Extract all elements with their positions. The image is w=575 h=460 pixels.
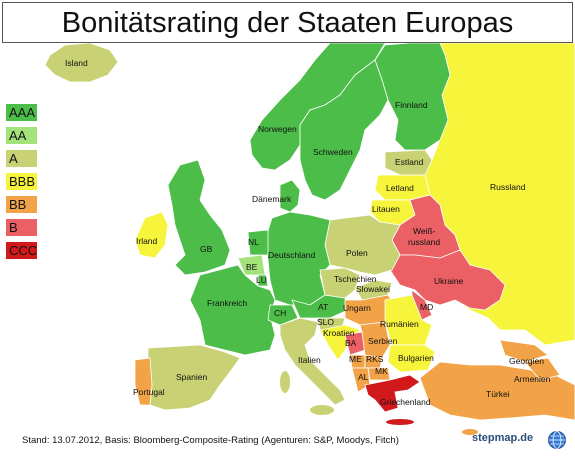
label-slo: SLO <box>317 317 334 327</box>
label-nl: NL <box>248 237 259 247</box>
label-finnland: Finnland <box>395 100 428 110</box>
country-lu <box>257 274 269 287</box>
label-ba: BA <box>345 338 357 348</box>
label-georgien: Georgien <box>509 356 544 366</box>
country-irland <box>134 211 169 259</box>
legend-item-aaa: AAA <box>6 104 37 121</box>
label-italien: Italien <box>298 355 321 365</box>
country-bulgarien <box>387 344 436 373</box>
legend-item-bb: BB <box>6 196 37 213</box>
label-rumaenien: Rumänien <box>380 319 419 329</box>
label-daenemark: Dänemark <box>252 194 292 204</box>
country-tschechien <box>319 267 361 299</box>
country-italien <box>279 317 346 406</box>
page-title: Bonitätsrating der Staaten Europas <box>61 7 514 39</box>
label-estland: Estland <box>395 157 424 167</box>
label-tschechien: Tschechien <box>334 274 377 284</box>
label-gb: GB <box>200 244 213 254</box>
label-ukraine: Ukraine <box>434 276 464 286</box>
label-weissrussland-2: russland <box>408 237 440 247</box>
label-island: Island <box>65 58 88 68</box>
country-tuerkei <box>419 361 575 421</box>
label-russland: Russland <box>490 182 526 192</box>
country-gb <box>167 159 231 276</box>
island-sizilien <box>310 405 334 415</box>
label-norwegen: Norwegen <box>258 124 297 134</box>
label-spanien: Spanien <box>176 372 207 382</box>
legend-item-b: B <box>6 219 37 236</box>
country-armenien <box>524 357 561 381</box>
label-polen: Polen <box>346 248 368 258</box>
legend-item-a: A <box>6 150 37 167</box>
legend-item-bbb: BBB <box>6 173 37 190</box>
label-frankreich: Frankreich <box>207 298 247 308</box>
globe-icon <box>548 431 566 449</box>
label-slowakei: Slowakei <box>356 284 390 294</box>
island-zypern <box>462 429 478 435</box>
label-lu: LU <box>256 275 267 285</box>
country-schweden <box>299 59 389 201</box>
country-nl <box>247 229 269 256</box>
label-me: ME <box>349 354 362 364</box>
label-al: AL <box>358 372 369 382</box>
country-georgien <box>499 339 549 363</box>
label-deutschland: Deutschland <box>268 250 316 260</box>
label-tuerkei: Türkei <box>486 389 510 399</box>
country-daenemark <box>279 179 301 213</box>
country-ukraine <box>389 249 506 311</box>
label-ch: CH <box>274 308 286 318</box>
label-be: BE <box>246 262 258 272</box>
brand-logo-text[interactable]: stepmap.de <box>472 432 534 444</box>
country-island <box>44 42 119 83</box>
country-rumaenien <box>384 294 433 346</box>
country-frankreich <box>189 264 276 356</box>
label-kroatien: Kroatien <box>323 328 355 338</box>
legend-item-aa: AA <box>6 127 37 144</box>
country-portugal <box>134 357 153 406</box>
label-irland: Irland <box>136 236 158 246</box>
label-md: MD <box>420 302 433 312</box>
label-at: AT <box>318 302 328 312</box>
footer-note: Stand: 13.07.2012, Basis: Bloomberg-Comp… <box>22 435 399 446</box>
island-kreta <box>386 419 414 425</box>
label-litauen: Litauen <box>372 204 400 214</box>
label-weissrussland-1: Weiß- <box>413 226 436 236</box>
label-mk: MK <box>375 366 388 376</box>
label-serbien: Serbien <box>368 336 398 346</box>
island-sardinien <box>280 371 290 393</box>
label-rks: RKS <box>366 354 384 364</box>
label-ungarn: Ungarn <box>343 303 371 313</box>
country-slowakei <box>354 279 393 301</box>
label-lettland: Letland <box>386 183 414 193</box>
label-schweden: Schweden <box>313 147 353 157</box>
label-portugal: Portugal <box>133 387 165 397</box>
legend-item-ccc: CCC <box>6 242 37 259</box>
title-bar: Bonitätsrating der Staaten Europas <box>2 2 573 43</box>
label-griechenland: Griechenland <box>380 397 431 407</box>
label-armenien: Armenien <box>514 374 551 384</box>
label-bulgarien: Bulgarien <box>398 353 434 363</box>
country-polen <box>324 214 401 276</box>
country-griechenland <box>364 374 421 413</box>
